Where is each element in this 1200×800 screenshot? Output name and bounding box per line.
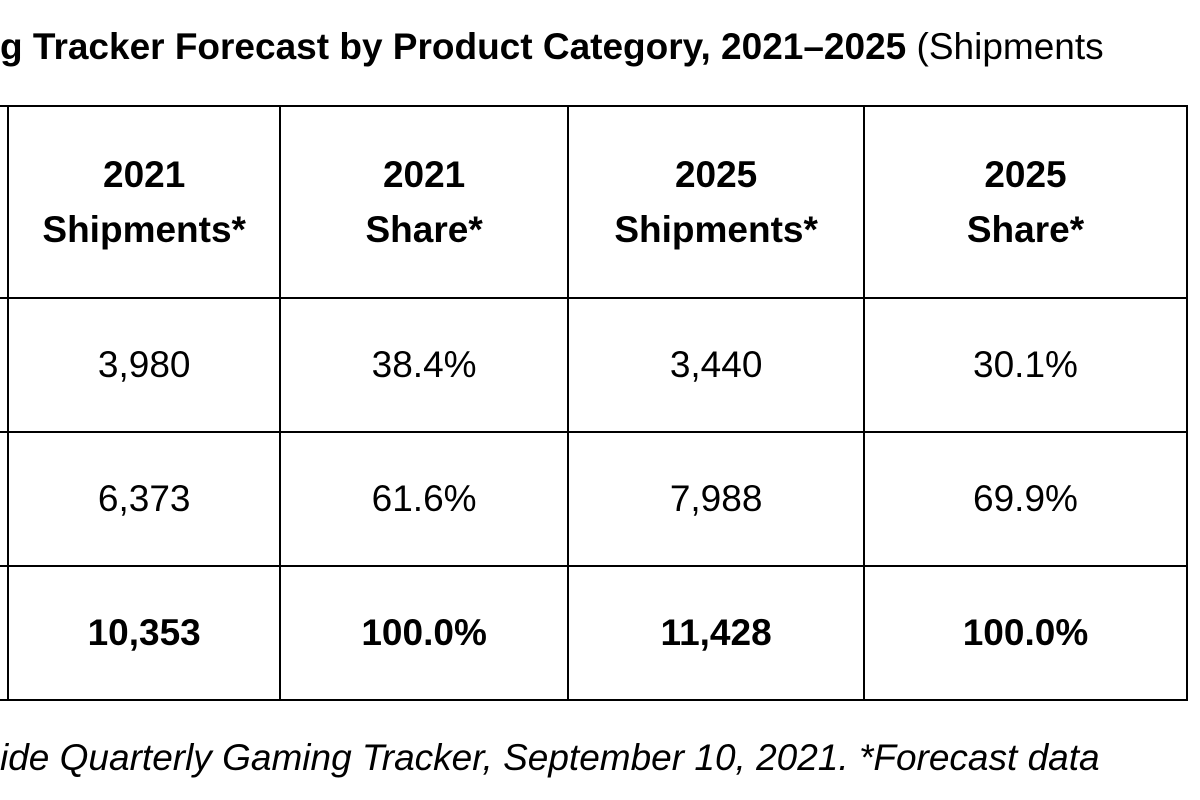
total-row: 10,353 100.0% 11,428 100.0% — [0, 565, 1189, 701]
table-cell: 38.4% — [278, 297, 570, 433]
chart-title-units: (Shipments — [916, 26, 1104, 67]
table-cell: 30.1% — [862, 297, 1189, 433]
category-cell — [0, 565, 10, 701]
chart-title: g Tracker Forecast by Product Category, … — [0, 22, 1104, 72]
column-header-metric: Shipments* — [614, 209, 818, 250]
column-header-2025-share: 2025 Share* — [862, 105, 1189, 299]
table-row: 3,980 38.4% 3,440 30.1% — [0, 297, 1189, 433]
header-row: 2021 Shipments* 2021 Share* 2025 Shipmen… — [0, 105, 1189, 299]
category-cell — [0, 297, 10, 433]
table-cell: 7,988 — [567, 431, 865, 567]
category-cell — [0, 431, 10, 567]
category-header-cell — [0, 105, 10, 299]
total-cell: 100.0% — [862, 565, 1189, 701]
column-header-metric: Share* — [966, 209, 1085, 250]
table-row: 6,373 61.6% 7,988 69.9% — [0, 431, 1189, 567]
chart-title-main: g Tracker Forecast by Product Category, … — [0, 26, 907, 67]
total-cell: 10,353 — [7, 565, 281, 701]
source-footnote: ide Quarterly Gaming Tracker, September … — [0, 737, 1100, 778]
column-header-2021-share: 2021 Share* — [278, 105, 570, 299]
column-header-metric: Shipments* — [42, 209, 246, 250]
forecast-table: 2021 Shipments* 2021 Share* 2025 Shipmen… — [0, 105, 1189, 701]
column-header-year: 2025 — [674, 154, 758, 195]
total-cell: 11,428 — [567, 565, 865, 701]
column-header-metric: Share* — [365, 209, 483, 250]
table-cell: 69.9% — [862, 431, 1189, 567]
table-cell: 3,440 — [567, 297, 865, 433]
table-cell: 61.6% — [278, 431, 570, 567]
column-header-2025-shipments: 2025 Shipments* — [567, 105, 865, 299]
table-cell: 3,980 — [7, 297, 281, 433]
column-header-2021-shipments: 2021 Shipments* — [7, 105, 281, 299]
total-cell: 100.0% — [278, 565, 570, 701]
column-header-year: 2021 — [103, 154, 186, 195]
column-header-year: 2021 — [382, 154, 466, 195]
column-header-year: 2025 — [984, 154, 1067, 195]
table-cell: 6,373 — [7, 431, 281, 567]
